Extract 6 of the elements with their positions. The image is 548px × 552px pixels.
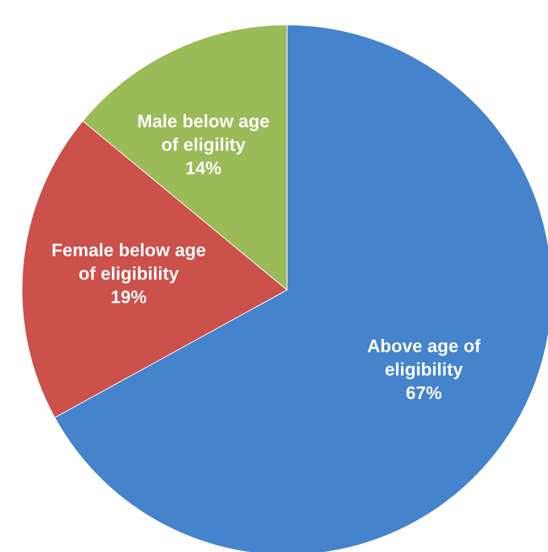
slice-label: Female below age of eligibility — [52, 243, 206, 284]
data-label: 19% — [112, 290, 146, 304]
data-label: 14% — [186, 162, 221, 174]
data-label: 67% — [406, 386, 442, 400]
slice-label: Above age of eligibility — [368, 338, 481, 380]
slice-label: Male below age of eligility — [138, 114, 269, 155]
